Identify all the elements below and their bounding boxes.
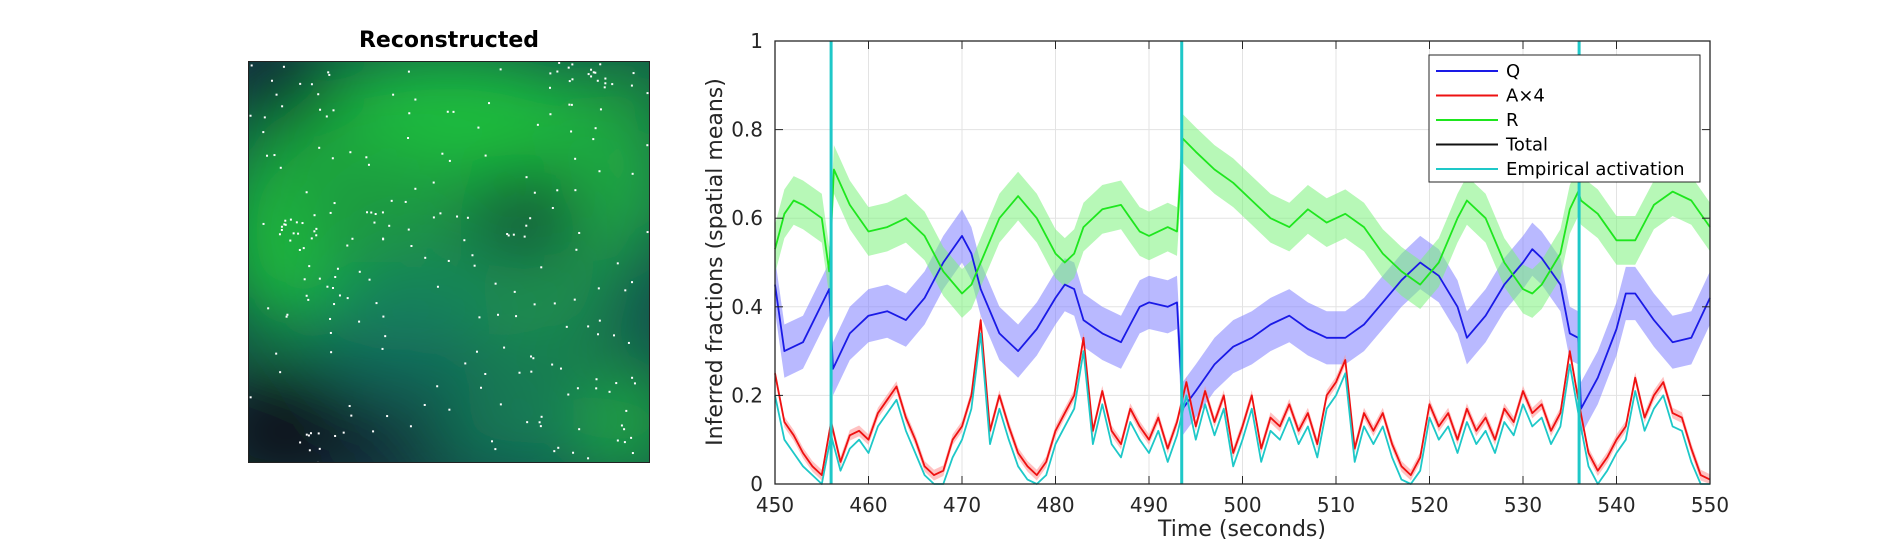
reconstructed-image bbox=[248, 61, 650, 463]
series-band-q bbox=[775, 209, 1710, 436]
legend: Q A×4 R Total Empirical activation bbox=[1428, 54, 1701, 183]
x-tick-label: 490 bbox=[1130, 493, 1168, 517]
x-axis-label: Time (seconds) bbox=[1157, 517, 1326, 542]
x-tick-label: 450 bbox=[756, 493, 794, 517]
x-tick-label: 460 bbox=[849, 493, 887, 517]
x-tick-label: 470 bbox=[943, 493, 981, 517]
series-line-q bbox=[774, 234, 1711, 410]
reconstructed-title: Reconstructed bbox=[358, 28, 540, 53]
y-tick-label: 0.2 bbox=[731, 383, 763, 407]
x-tick-label: 500 bbox=[1223, 493, 1261, 517]
x-tick-label: 510 bbox=[1317, 493, 1355, 517]
x-tick-label: 480 bbox=[1036, 493, 1074, 517]
y-tick-label: 0.6 bbox=[731, 206, 763, 230]
series-line-a-4 bbox=[774, 319, 1711, 481]
y-axis-label: Inferred fractions (spatial means) bbox=[703, 78, 728, 446]
series-line-empirical-activation bbox=[774, 332, 1710, 485]
x-tick-label: 550 bbox=[1691, 493, 1729, 517]
legend-label-empirical-activation: Empirical activation bbox=[1506, 159, 1685, 180]
y-tick-label: 1 bbox=[750, 29, 763, 53]
x-tick-label: 540 bbox=[1597, 493, 1635, 517]
y-tick-label: 0 bbox=[750, 472, 763, 496]
series-line-r bbox=[774, 137, 1711, 295]
legend-label-q: Q bbox=[1506, 61, 1520, 82]
x-tick-label: 530 bbox=[1504, 493, 1542, 517]
legend-label-r: R bbox=[1506, 110, 1519, 131]
y-tick-label: 0.8 bbox=[731, 118, 763, 142]
legend-label-total: Total bbox=[1505, 135, 1548, 156]
y-tick-label: 0.4 bbox=[731, 295, 763, 319]
legend-box bbox=[1428, 54, 1701, 183]
x-tick-label: 520 bbox=[1410, 493, 1448, 517]
legend-label-a-4: A×4 bbox=[1506, 86, 1545, 107]
